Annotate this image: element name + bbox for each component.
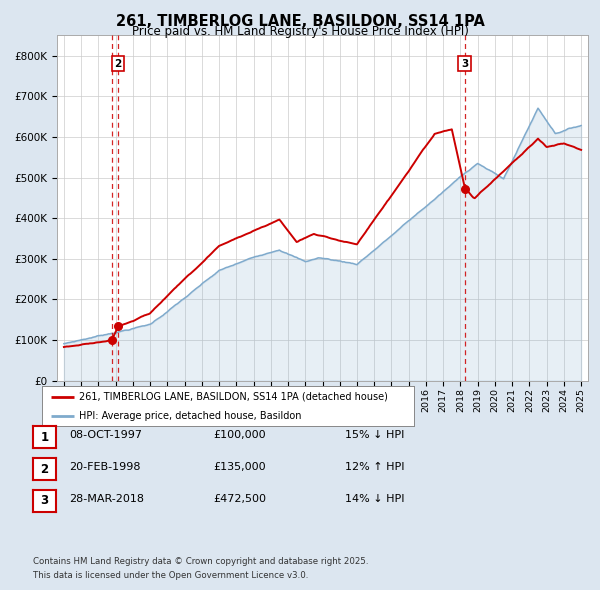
Text: 12% ↑ HPI: 12% ↑ HPI [345,463,404,472]
Text: HPI: Average price, detached house, Basildon: HPI: Average price, detached house, Basi… [79,411,302,421]
Text: Contains HM Land Registry data © Crown copyright and database right 2025.: Contains HM Land Registry data © Crown c… [33,557,368,566]
Text: 1: 1 [40,431,49,444]
Text: 2: 2 [40,463,49,476]
Text: 28-MAR-2018: 28-MAR-2018 [69,494,144,504]
Text: 261, TIMBERLOG LANE, BASILDON, SS14 1PA: 261, TIMBERLOG LANE, BASILDON, SS14 1PA [116,14,484,28]
Text: £100,000: £100,000 [213,431,266,440]
Text: £135,000: £135,000 [213,463,266,472]
Text: 2: 2 [114,59,121,69]
Text: 15% ↓ HPI: 15% ↓ HPI [345,431,404,440]
Text: This data is licensed under the Open Government Licence v3.0.: This data is licensed under the Open Gov… [33,571,308,580]
Text: Price paid vs. HM Land Registry's House Price Index (HPI): Price paid vs. HM Land Registry's House … [131,25,469,38]
Text: 261, TIMBERLOG LANE, BASILDON, SS14 1PA (detached house): 261, TIMBERLOG LANE, BASILDON, SS14 1PA … [79,392,388,402]
Text: 14% ↓ HPI: 14% ↓ HPI [345,494,404,504]
Text: 08-OCT-1997: 08-OCT-1997 [69,431,142,440]
Text: £472,500: £472,500 [213,494,266,504]
Text: 3: 3 [461,59,468,69]
Text: 3: 3 [40,494,49,507]
Text: 20-FEB-1998: 20-FEB-1998 [69,463,140,472]
